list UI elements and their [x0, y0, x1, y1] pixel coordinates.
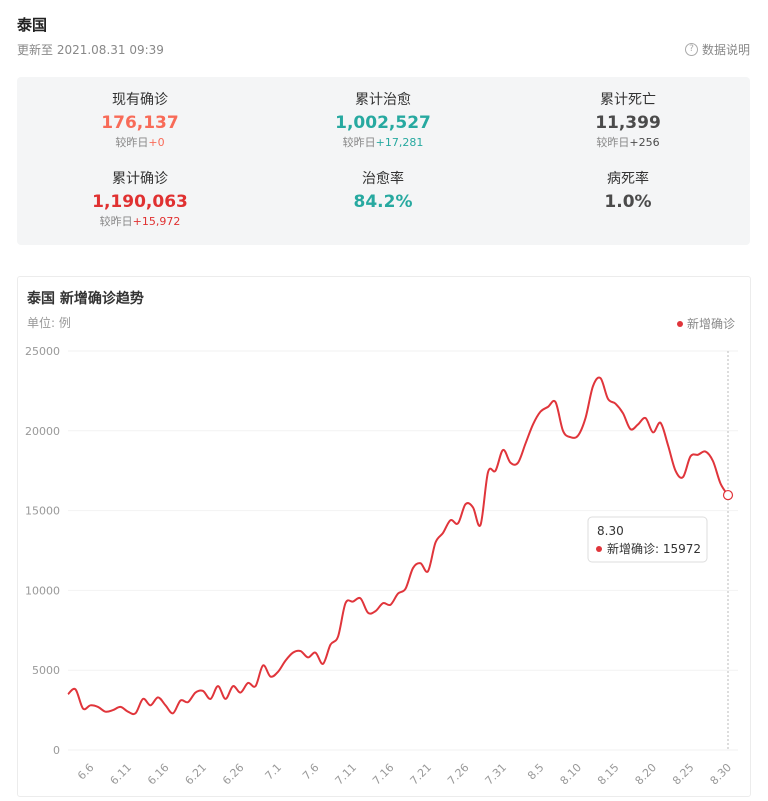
x-tick-label: 8.20 — [633, 761, 660, 788]
x-tick-label: 6.16 — [145, 761, 172, 788]
stat-item: 累计死亡 11,399 较昨日+256 — [528, 89, 728, 150]
stat-value: 1,002,527 — [335, 113, 431, 133]
tooltip-value: 15972 — [663, 542, 701, 556]
delta-label: 较昨日 — [596, 136, 630, 149]
x-tick-label: 6.6 — [75, 761, 97, 783]
delta-value: +15,972 — [132, 215, 181, 228]
x-tick-label: 8.15 — [595, 761, 622, 788]
y-tick-label: 5000 — [32, 664, 60, 677]
hover-point — [722, 489, 734, 501]
stat-value: 1,190,063 — [92, 192, 188, 212]
delta-label: 较昨日 — [115, 136, 149, 149]
help-link[interactable]: ? 数据说明 — [684, 41, 750, 58]
x-tick-label: 8.25 — [670, 761, 697, 788]
chart-title: 泰国 新增确诊趋势 — [26, 290, 144, 307]
x-tick-label: 7.21 — [408, 761, 435, 788]
x-tick-label: 7.26 — [445, 761, 472, 788]
stat-value: 1.0% — [604, 192, 652, 212]
x-tick-label: 7.16 — [370, 761, 397, 788]
stat-value: 84.2% — [353, 192, 413, 212]
tooltip-marker — [596, 546, 602, 552]
y-tick-label: 25000 — [25, 345, 60, 358]
x-tick-label: 7.31 — [483, 761, 510, 788]
x-tick-label: 8.5 — [525, 761, 547, 783]
x-tick-label: 8.10 — [558, 761, 585, 788]
stat-value: 11,399 — [595, 113, 661, 133]
delta-value: +256 — [629, 136, 660, 149]
stat-delta: 较昨日+0 — [40, 134, 240, 150]
tooltip-text: 新增确诊: 15972 — [607, 541, 701, 556]
tooltip-series: 新增确诊 — [607, 541, 655, 556]
x-tick-label: 7.11 — [333, 761, 360, 788]
y-tick-label: 20000 — [25, 425, 60, 438]
stat-label: 病死率 — [607, 171, 649, 187]
delta-value: +0 — [148, 136, 165, 149]
x-tick-label: 6.11 — [108, 761, 135, 788]
stat-delta: 较昨日+256 — [528, 134, 728, 150]
tooltip-date: 8.30 — [597, 524, 624, 538]
stat-item: 累计确诊 1,190,063 较昨日+15,972 — [40, 168, 240, 229]
legend-marker — [677, 321, 683, 327]
stat-delta: 较昨日+17,281 — [283, 134, 483, 150]
delta-label: 较昨日 — [99, 215, 133, 228]
stat-label: 现有确诊 — [112, 92, 168, 108]
y-tick-label: 0 — [53, 744, 60, 757]
x-tick-label: 6.21 — [183, 761, 210, 788]
update-time: 更新至 2021.08.31 09:39 — [17, 43, 164, 57]
stat-item: 累计治愈 1,002,527 较昨日+17,281 — [283, 89, 483, 150]
delta-value: +17,281 — [375, 136, 424, 149]
delta-label: 较昨日 — [342, 136, 376, 149]
stat-label: 累计治愈 — [355, 92, 411, 108]
help-text: 数据说明 — [701, 43, 750, 57]
help-icon: ? — [684, 43, 698, 56]
stat-label: 累计确诊 — [112, 171, 168, 187]
y-tick-label: 10000 — [25, 584, 60, 597]
x-tick-label: 7.1 — [263, 761, 285, 783]
tooltip-box — [587, 516, 708, 563]
chart-card — [17, 276, 751, 797]
line — [67, 376, 729, 716]
x-tick-label: 6.26 — [220, 761, 247, 788]
tooltip-sep: : — [655, 542, 663, 556]
stat-value: 176,137 — [101, 113, 179, 133]
stat-label: 累计死亡 — [600, 92, 656, 108]
stat-delta: 较昨日+15,972 — [40, 213, 240, 229]
x-tick-label: 7.6 — [300, 761, 322, 783]
stat-item: 病死率 1.0% — [528, 168, 728, 212]
stat-label: 治愈率 — [362, 171, 404, 187]
page-title: 泰国 — [17, 16, 48, 34]
stat-item: 现有确诊 176,137 较昨日+0 — [40, 89, 240, 150]
stats-panel: 现有确诊 176,137 较昨日+0 累计治愈 1,002,527 较昨日+17,281 累… — [17, 77, 750, 245]
chart-unit: 单位: 例 — [27, 315, 71, 330]
y-tick-label: 15000 — [25, 505, 60, 518]
x-tick-label: 8.30 — [708, 761, 735, 788]
legend-label: 新增确诊 — [687, 316, 735, 331]
stat-item: 治愈率 84.2% — [283, 168, 483, 212]
